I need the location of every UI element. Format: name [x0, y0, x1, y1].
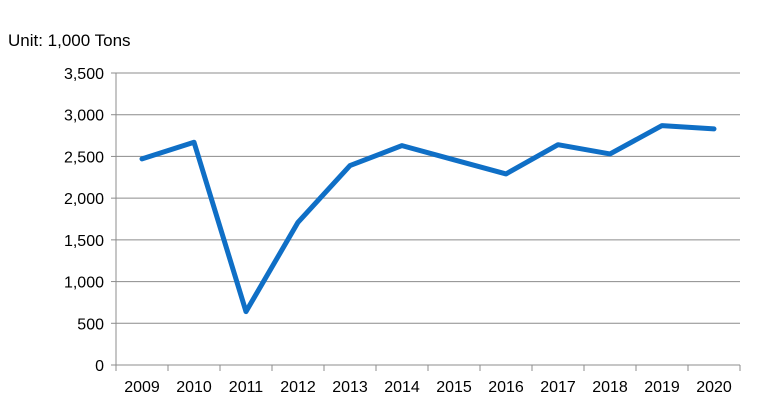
data-point [245, 311, 247, 313]
y-tick-label: 1,500 [64, 233, 104, 250]
series-line [139, 123, 717, 315]
data-point [453, 159, 455, 161]
x-tick-label: 2017 [540, 379, 576, 396]
unit-label: Unit: 1,000 Tons [8, 31, 131, 50]
data-point [349, 165, 351, 167]
x-tick-label: 2018 [592, 379, 628, 396]
x-tick-label: 2011 [229, 379, 264, 396]
y-tick-label: 2,500 [64, 149, 104, 166]
series [139, 123, 717, 315]
data-point [505, 173, 507, 175]
x-tick-label: 2015 [436, 379, 472, 396]
y-tick-labels: 0 500 1,000 1,500 2,000 2,500 3,000 3,500 [64, 66, 104, 375]
x-tick-label: 2019 [644, 379, 680, 396]
x-tick-label: 2012 [280, 379, 316, 396]
data-point [297, 221, 299, 223]
data-point [609, 153, 611, 155]
y-tick-label: 3,000 [64, 108, 104, 125]
axes [111, 72, 741, 371]
y-tick-label: 1,000 [64, 275, 104, 292]
y-tick-label: 2,000 [64, 191, 104, 208]
y-tick-label: 0 [95, 358, 104, 375]
data-point [661, 125, 663, 127]
data-point [713, 128, 715, 130]
x-tick-label: 2013 [332, 379, 368, 396]
gridlines [116, 72, 740, 324]
y-tick-label: 3,500 [64, 66, 104, 83]
data-point [141, 158, 143, 160]
y-tick-label: 500 [77, 316, 104, 333]
data-point [401, 145, 403, 147]
x-tick-labels: 2009 2010 2011 2012 2013 2014 2015 2016 2017 2018… [124, 379, 732, 396]
x-tick-label: 2009 [124, 379, 160, 396]
data-point [557, 144, 559, 146]
x-tick-label: 2020 [696, 379, 732, 396]
data-point [193, 141, 195, 143]
x-tick-label: 2010 [176, 379, 212, 396]
x-tick-label: 2014 [384, 379, 420, 396]
x-tick-label: 2016 [488, 379, 524, 396]
